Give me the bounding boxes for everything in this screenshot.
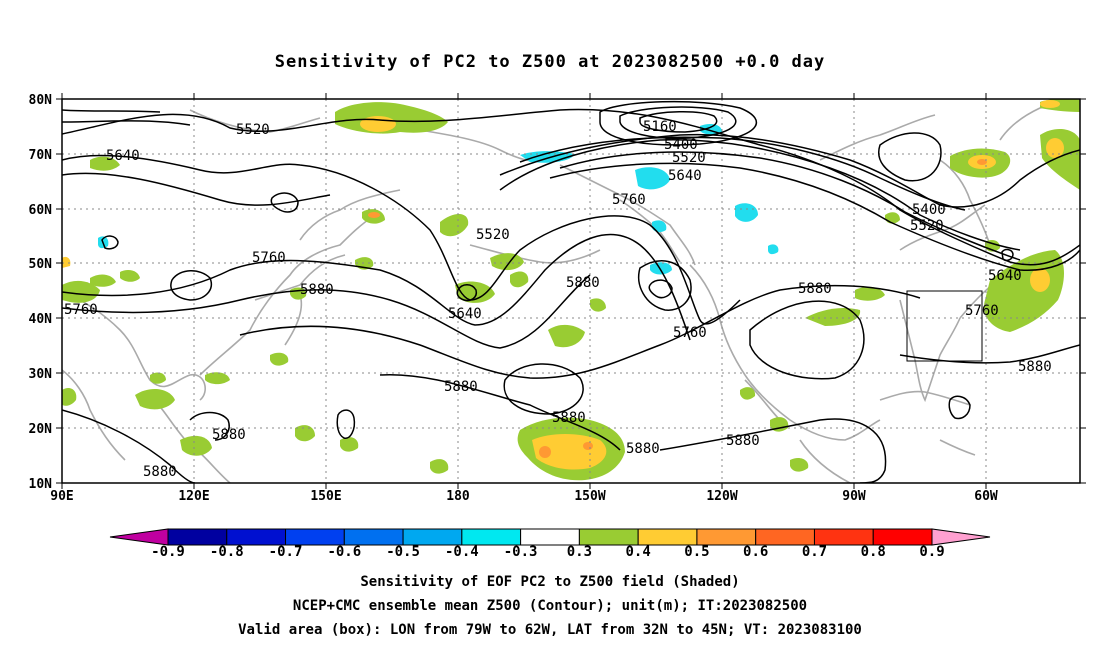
colorbar-cell [637, 528, 698, 546]
lon-tick-label: 150W [574, 489, 605, 504]
colorbar-label: -0.6 [327, 544, 361, 560]
z500-contours [62, 100, 1080, 483]
lat-tick-label: 40N [29, 312, 53, 327]
contour-label: 5880 [143, 464, 177, 480]
colorbar-label: -0.3 [504, 544, 538, 560]
contour-label: 5640 [448, 306, 482, 322]
colorbar-label: 0.4 [626, 544, 651, 560]
lon-tick-label: 180 [446, 489, 470, 504]
lon-tick-label: 90E [50, 489, 73, 504]
lon-tick-label: 120W [706, 489, 737, 504]
lat-tick-label: 20N [29, 422, 53, 437]
contour-labels: 5160 5400 5520 5640 5760 5520 5640 5400 … [64, 119, 1052, 480]
lat-tick-label: 50N [29, 257, 53, 272]
colorbar-label: -0.7 [269, 544, 303, 560]
contour-label: 5640 [106, 148, 140, 164]
contour-label: 5640 [988, 268, 1022, 284]
contour-label: 5520 [910, 218, 944, 234]
lat-tick-label: 10N [29, 477, 53, 492]
contour-label: 5880 [726, 433, 760, 449]
colorbar-label: 0.5 [684, 544, 709, 560]
contour-label: 5160 [643, 119, 677, 135]
colorbar-cell [755, 528, 815, 546]
colorbar-cell [520, 528, 580, 546]
contour-label: 5400 [912, 202, 946, 218]
colorbar-right-arrow [931, 528, 991, 546]
colorbar-cell [696, 528, 757, 546]
lon-tick-label: 90W [842, 489, 866, 504]
contour-label: 5520 [236, 122, 270, 138]
colorbar-cell [285, 528, 345, 546]
map-frame [61, 98, 1081, 484]
colorbar-cell [872, 528, 933, 546]
sensitivity-shading [62, 99, 1080, 481]
colorbar-cell [402, 528, 463, 546]
contour-label: 5880 [212, 427, 246, 443]
contour-label: 5880 [552, 410, 586, 426]
colorbar-label: -0.9 [151, 544, 185, 560]
colorbar-label: -0.4 [445, 544, 479, 560]
caption-line-2: NCEP+CMC ensemble mean Z500 (Contour); u… [292, 598, 808, 614]
contour-label: 5760 [64, 302, 98, 318]
contour-label: 5520 [672, 150, 706, 166]
caption-line-1: Sensitivity of EOF PC2 to Z500 field (Sh… [360, 574, 740, 590]
lat-tick-label: 80N [29, 93, 53, 108]
contour-label: 5880 [1018, 359, 1052, 375]
contour-label: 5640 [668, 168, 702, 184]
lat-tick-label: 30N [29, 367, 53, 382]
contour-label: 5880 [300, 282, 334, 298]
contour-label: 5880 [626, 441, 660, 457]
colorbar-cell [813, 528, 874, 546]
lon-tick-label: 150E [310, 489, 341, 504]
colorbar-label: 0.8 [861, 544, 886, 560]
contour-label: 5760 [612, 192, 646, 208]
colorbar-label: 0.6 [743, 544, 768, 560]
longitude-axis [61, 93, 987, 489]
contour-label: 5520 [476, 227, 510, 243]
colorbar-cell [167, 528, 228, 546]
figure-title: Sensitivity of PC2 to Z500 at 2023082500… [274, 52, 826, 72]
latitude-labels: 80N 70N 60N 50N 40N 30N 20N 10N [29, 93, 53, 492]
contour-label: 5880 [444, 379, 478, 395]
colorbar: -0.9 -0.8 -0.7 -0.6 -0.5 -0.4 -0.3 0.3 0.4 0.5 0.6… [109, 528, 991, 560]
colorbar-cell [226, 528, 287, 546]
colorbar-cell [578, 528, 639, 546]
contour-label: 5400 [664, 137, 698, 153]
valid-area-box [906, 290, 983, 362]
gridlines [62, 99, 1080, 483]
colorbar-cell [461, 528, 522, 546]
colorbar-cell [343, 528, 404, 546]
colorbar-left-arrow [109, 528, 169, 546]
lat-tick-label: 70N [29, 148, 53, 163]
colorbar-label: -0.5 [386, 544, 420, 560]
contour-label: 5760 [252, 250, 286, 266]
longitude-labels: 90E 120E 150E 180 150W 120W 90W 60W [50, 489, 998, 504]
colorbar-label: 0.7 [802, 544, 827, 560]
colorbar-label: 0.9 [919, 544, 944, 560]
caption-line-3: Valid area (box): LON from 79W to 62W, L… [238, 622, 862, 638]
colorbar-label: 0.3 [567, 544, 592, 560]
lon-tick-label: 60W [974, 489, 998, 504]
lon-tick-label: 120E [178, 489, 209, 504]
contour-label: 5880 [566, 275, 600, 291]
latitude-axis [56, 98, 1086, 484]
contour-label: 5880 [798, 281, 832, 297]
colorbar-label: -0.8 [210, 544, 244, 560]
contour-label: 5760 [673, 325, 707, 341]
lat-tick-label: 60N [29, 203, 53, 218]
